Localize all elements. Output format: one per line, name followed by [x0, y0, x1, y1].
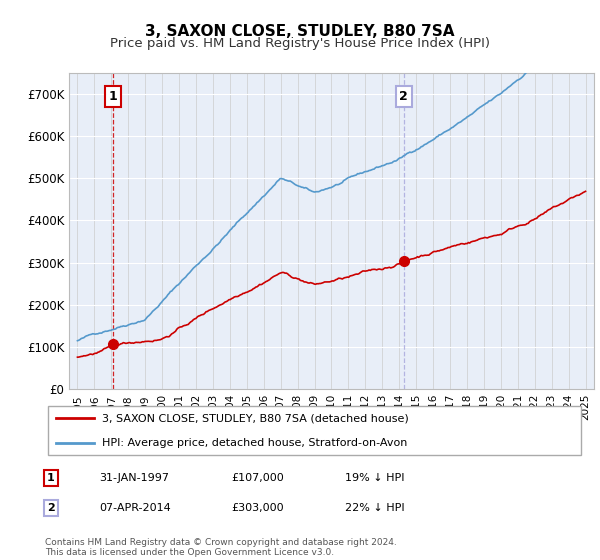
Text: 07-APR-2014: 07-APR-2014: [99, 503, 171, 513]
Text: 2: 2: [47, 503, 55, 513]
Text: 3, SAXON CLOSE, STUDLEY, B80 7SA: 3, SAXON CLOSE, STUDLEY, B80 7SA: [145, 24, 455, 39]
FancyBboxPatch shape: [48, 407, 581, 455]
Text: 31-JAN-1997: 31-JAN-1997: [99, 473, 169, 483]
Text: 3, SAXON CLOSE, STUDLEY, B80 7SA (detached house): 3, SAXON CLOSE, STUDLEY, B80 7SA (detach…: [101, 413, 409, 423]
Text: £303,000: £303,000: [231, 503, 284, 513]
Text: HPI: Average price, detached house, Stratford-on-Avon: HPI: Average price, detached house, Stra…: [101, 438, 407, 448]
Text: 1: 1: [47, 473, 55, 483]
Text: 1: 1: [109, 90, 117, 103]
Text: 2: 2: [400, 90, 408, 103]
Text: Contains HM Land Registry data © Crown copyright and database right 2024.
This d: Contains HM Land Registry data © Crown c…: [45, 538, 397, 557]
Text: £107,000: £107,000: [231, 473, 284, 483]
Text: 22% ↓ HPI: 22% ↓ HPI: [345, 503, 404, 513]
Text: Price paid vs. HM Land Registry's House Price Index (HPI): Price paid vs. HM Land Registry's House …: [110, 37, 490, 50]
Text: 19% ↓ HPI: 19% ↓ HPI: [345, 473, 404, 483]
